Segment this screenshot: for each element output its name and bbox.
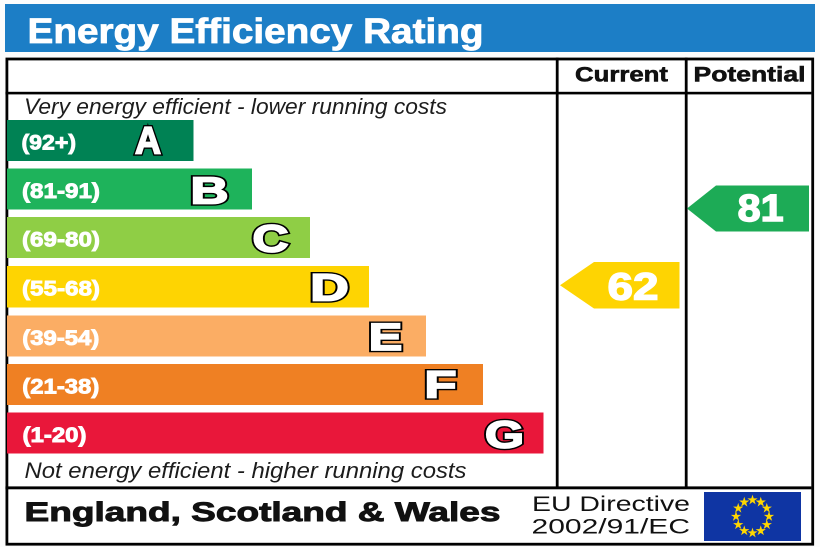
svg-text:D: D (310, 268, 349, 310)
svg-text:(1-20): (1-20) (23, 424, 87, 447)
svg-text:(55-68): (55-68) (22, 278, 100, 301)
svg-text:B: B (191, 171, 229, 213)
svg-text:C: C (253, 219, 289, 261)
svg-text:England, Scotland & Wales: England, Scotland & Wales (25, 497, 501, 527)
svg-text:B: B (191, 171, 229, 213)
svg-text:2002/91/EC: 2002/91/EC (532, 516, 691, 539)
svg-text:62: 62 (608, 267, 659, 309)
svg-text:(21-38): (21-38) (22, 376, 99, 399)
svg-text:(81-91): (81-91) (22, 180, 100, 203)
svg-text:F: F (425, 365, 457, 407)
svg-text:A: A (135, 121, 161, 163)
svg-text:Current: Current (575, 62, 668, 86)
svg-text:G: G (485, 415, 524, 457)
svg-text:(69-80): (69-80) (22, 229, 100, 252)
svg-text:(39-54): (39-54) (22, 327, 99, 350)
svg-text:C: C (253, 219, 289, 261)
svg-text:G: G (485, 415, 524, 457)
svg-text:Potential: Potential (694, 62, 806, 86)
svg-text:Very energy efficient - lower: Very energy efficient - lower running co… (24, 94, 447, 119)
svg-text:Not energy efficient - higher: Not energy efficient - higher running co… (25, 458, 467, 483)
svg-text:EU Directive: EU Directive (532, 493, 690, 516)
svg-text:F: F (425, 365, 457, 407)
svg-text:E: E (369, 317, 403, 359)
svg-text:(92+): (92+) (22, 132, 77, 155)
svg-text:E: E (369, 317, 403, 359)
svg-text:Energy Efficiency Rating: Energy Efficiency Rating (28, 12, 484, 51)
svg-text:D: D (310, 268, 349, 310)
svg-text:81: 81 (738, 188, 784, 230)
svg-text:A: A (135, 121, 161, 163)
